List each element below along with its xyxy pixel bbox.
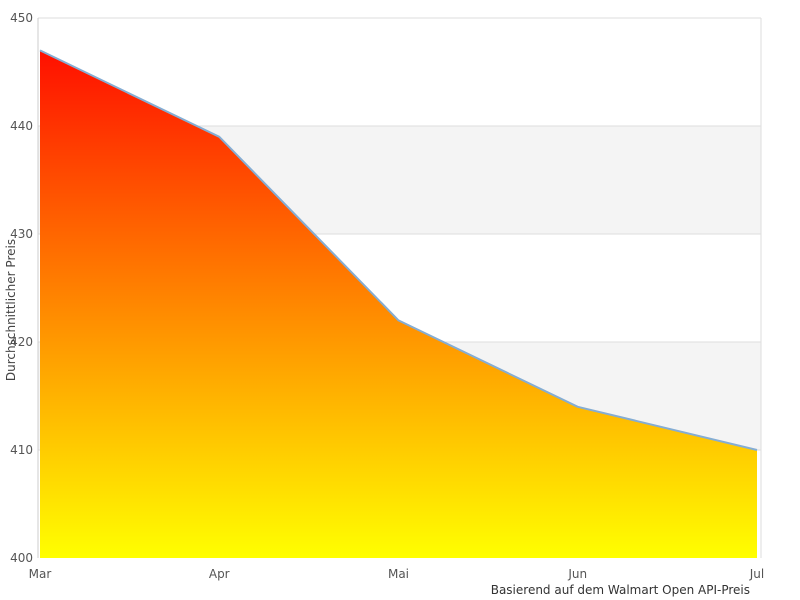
x-tick-label: Jun (568, 567, 588, 581)
x-tick-label: Mar (28, 567, 52, 581)
y-axis-title: Durchschnittlicher Preis (4, 238, 18, 382)
price-area-fill (40, 50, 757, 559)
x-tick-label: Jul (749, 567, 765, 581)
y-tick-label: 440 (10, 119, 33, 133)
price-line-series (39, 49, 758, 451)
y-tick-label: 410 (10, 443, 33, 457)
x-tick-label: Mai (387, 567, 410, 581)
x-tick-label: Apr (208, 567, 230, 581)
y-tick-label: 400 (10, 551, 33, 565)
y-tick-label: 450 (10, 11, 33, 25)
y-tick-label: 420 (10, 335, 33, 349)
chart-caption: Basierend auf dem Walmart Open API-Preis (490, 583, 750, 597)
y-tick-label: 430 (10, 227, 33, 241)
